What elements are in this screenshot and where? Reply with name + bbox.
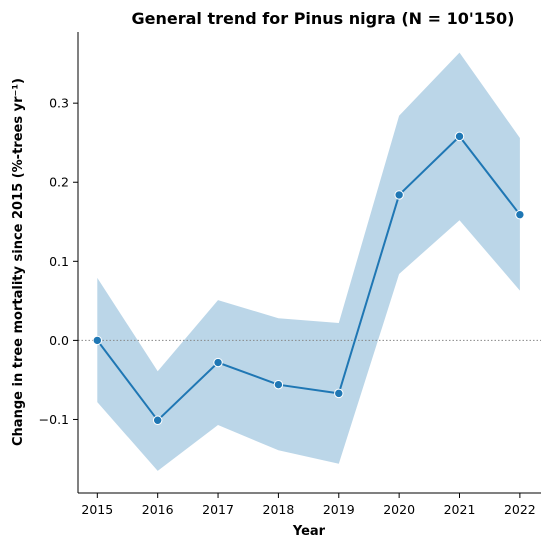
x-tick-label: 2021 xyxy=(444,502,476,517)
y-tick-label: 0.1 xyxy=(49,254,69,269)
plot-area xyxy=(78,52,541,471)
data-point-2017 xyxy=(213,357,223,368)
x-tick-label: 2018 xyxy=(263,502,295,517)
confidence-band xyxy=(97,52,520,471)
x-tick-label: 2020 xyxy=(383,502,415,517)
data-point-2016 xyxy=(152,415,163,425)
data-points xyxy=(92,131,525,425)
chart-title: General trend for Pinus nigra (N = 10'15… xyxy=(132,9,515,28)
y-tick-label: −0.1 xyxy=(39,412,69,427)
x-tick-label: 2022 xyxy=(504,502,536,517)
y-axis-label: Change in tree mortality since 2015 (%-t… xyxy=(11,78,26,446)
y-axis-ticks: −0.1 0.0 0.1 0.2 0.3 xyxy=(39,96,78,427)
data-point-2019 xyxy=(334,388,344,399)
data-point-2022 xyxy=(515,209,525,220)
x-tick-label: 2019 xyxy=(323,502,355,517)
x-tick-label: 2016 xyxy=(142,502,174,517)
x-tick-label: 2015 xyxy=(81,502,113,517)
trend-line xyxy=(96,134,521,422)
x-axis-label: Year xyxy=(292,524,326,539)
data-point-2018 xyxy=(273,379,284,390)
y-tick-label: 0.2 xyxy=(49,175,69,190)
axes: 2015 2016 2017 2018 2019 2020 2021 2022 −0.1 0.0… xyxy=(39,32,541,517)
x-axis-ticks: 2015 2016 2017 2018 2019 2020 2021 2022 xyxy=(81,493,536,517)
data-point-2015 xyxy=(92,335,103,346)
data-point-2021 xyxy=(454,131,465,142)
data-point-2020 xyxy=(394,190,404,200)
y-tick-label: 0.0 xyxy=(49,333,69,348)
x-tick-label: 2017 xyxy=(202,502,234,517)
y-tick-label: 0.3 xyxy=(49,96,69,111)
